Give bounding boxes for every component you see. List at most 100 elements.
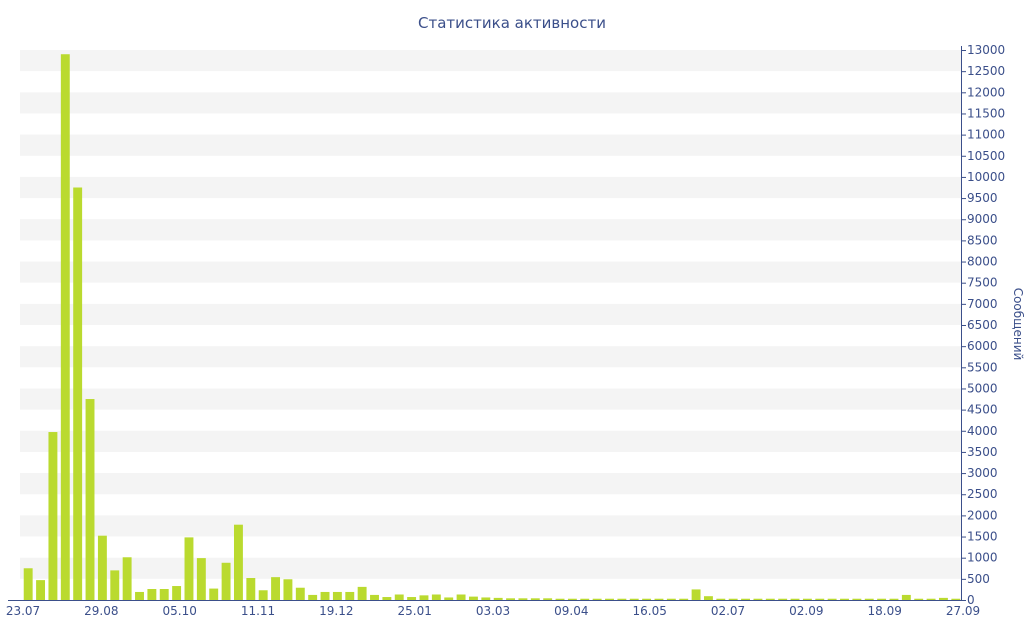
bar (184, 537, 194, 600)
bar (36, 580, 46, 600)
bar (246, 578, 256, 600)
bar (60, 54, 70, 601)
bar (555, 598, 565, 600)
y-tick-label: 7500 (967, 276, 998, 290)
bar (23, 568, 33, 600)
y-axis-title: Сообщений (1011, 288, 1024, 361)
bar (221, 562, 231, 600)
bar (295, 587, 305, 600)
bar (97, 535, 107, 600)
bar (617, 598, 627, 600)
bar (196, 558, 206, 600)
bar (889, 598, 899, 600)
bar (642, 598, 652, 600)
bar (840, 598, 849, 600)
bar (382, 597, 392, 600)
grid-band (20, 388, 961, 410)
x-tick-label: 19.12 (319, 604, 353, 618)
y-tick-label: 2500 (967, 487, 998, 501)
x-tick-label: 29.08 (84, 604, 118, 618)
bar (926, 598, 936, 600)
y-tick-label: 8500 (967, 233, 998, 247)
grid-band (20, 176, 961, 199)
y-tick-label: 5500 (967, 360, 998, 374)
bar (741, 598, 751, 600)
bar (765, 598, 775, 600)
grid-band (20, 515, 961, 537)
x-tick-label: 27.09 (946, 604, 980, 618)
chart-title: Статистика активности (418, 14, 606, 32)
bar (233, 524, 243, 600)
grid-band (20, 303, 961, 325)
bar (728, 598, 738, 600)
bar (85, 399, 95, 600)
bar (135, 591, 144, 600)
bar (394, 594, 404, 600)
bar (172, 586, 182, 600)
bar (877, 598, 887, 600)
bar (790, 598, 800, 600)
bars (23, 54, 961, 601)
bar (320, 591, 330, 600)
x-tick-label: 25.01 (398, 604, 432, 618)
bar (258, 590, 268, 600)
grid-band (20, 557, 961, 579)
y-tick-label: 9500 (967, 191, 998, 205)
bar (444, 597, 454, 600)
bar (543, 598, 553, 600)
bar (506, 598, 516, 600)
y-tick-label: 12000 (967, 85, 1005, 99)
grid-band (20, 134, 961, 156)
bar (852, 598, 862, 600)
y-tick-label: 10500 (967, 149, 1005, 163)
bar (815, 598, 825, 600)
bar (703, 596, 713, 600)
x-tick-label: 18.09 (868, 604, 902, 618)
grid-band (20, 92, 961, 114)
y-tick-label: 7000 (967, 297, 998, 311)
bar (159, 589, 169, 600)
grid-band (20, 219, 961, 241)
x-tick-label: 02.07 (711, 604, 745, 618)
x-tick-label: 11.11 (241, 604, 275, 618)
bar (605, 598, 614, 600)
grid-band (20, 261, 961, 283)
bar (716, 598, 726, 600)
y-tick-label: 3500 (967, 445, 998, 459)
bar (914, 598, 924, 600)
y-tick-label: 1500 (967, 530, 998, 544)
bar (209, 588, 219, 600)
y-tick-label: 11000 (967, 128, 1005, 142)
y-tick-label: 1000 (967, 551, 998, 565)
y-tick-label: 6000 (967, 339, 998, 353)
bar (518, 598, 528, 600)
bar (938, 597, 948, 600)
x-tick-label: 23.07 (6, 604, 40, 618)
y-tick-label: 4000 (967, 424, 998, 438)
bar (122, 557, 132, 600)
y-tick-label: 4500 (967, 403, 998, 417)
bar (345, 591, 355, 600)
bar (357, 586, 367, 600)
bar (110, 570, 120, 600)
x-tick-label: 05.10 (163, 604, 197, 618)
grid-band (20, 346, 961, 368)
bar (332, 591, 342, 600)
x-tick-label: 02.09 (789, 604, 823, 618)
bar (48, 432, 58, 600)
y-tick-label: 0 (967, 593, 975, 607)
y-axis: 0 500 1000 1500 2000 2500 3000 3500 4000 4500 5000… (961, 43, 1005, 607)
bar (407, 597, 417, 600)
y-tick-label: 3000 (967, 466, 998, 480)
bar (901, 594, 911, 600)
bar (580, 598, 590, 600)
grid-band (20, 430, 961, 452)
y-tick-label: 9000 (967, 212, 998, 226)
bar (283, 579, 293, 600)
y-tick-label: 11500 (967, 106, 1005, 120)
bar (592, 598, 602, 600)
x-tick-label: 03.03 (476, 604, 510, 618)
y-tick-label: 8000 (967, 255, 998, 269)
x-tick-label: 09.04 (554, 604, 588, 618)
grid-band (20, 473, 961, 495)
